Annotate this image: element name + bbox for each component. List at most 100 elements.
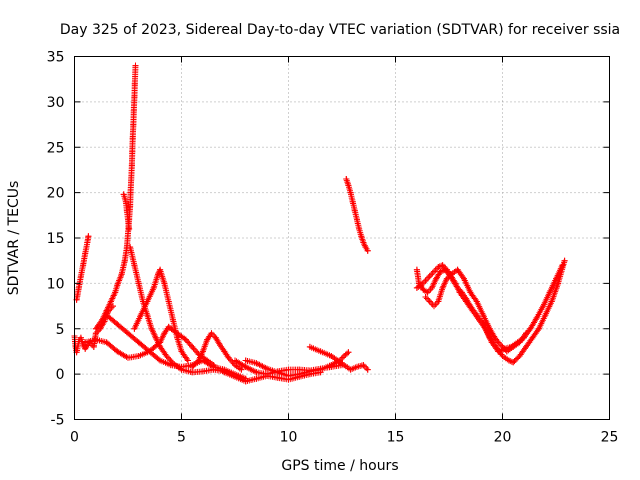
data-point-mid-hump xyxy=(328,362,335,369)
data-point-rise-to-peak xyxy=(107,298,114,305)
data-point-base-cluster xyxy=(75,338,82,345)
data-point-evening-wave-b xyxy=(540,303,547,310)
data-point-falloff-b xyxy=(135,339,142,346)
data-point-evening-wave-a xyxy=(413,266,420,273)
data-point-mid-trough xyxy=(285,366,292,373)
data-point-evening-wave-a xyxy=(437,268,444,275)
grid-layer xyxy=(74,56,610,420)
data-point-mid-hump xyxy=(341,353,348,359)
data-point-early-rise xyxy=(84,239,91,246)
y-tick-label: 10 xyxy=(47,276,65,292)
data-point-mid-dip xyxy=(274,374,281,381)
data-point-evening-loop xyxy=(480,312,487,319)
data-point-early-rise xyxy=(85,233,92,240)
data-point-hump-6h xyxy=(204,336,211,343)
data-point-rise-to-peak xyxy=(127,203,134,210)
data-point-evening-loop xyxy=(454,266,461,273)
data-point-falloff-c xyxy=(135,353,142,359)
x-tick-label: 20 xyxy=(494,430,512,446)
data-point-evening-wave-b xyxy=(413,284,420,291)
data-point-hump-6h xyxy=(217,342,223,349)
data-point-evening-loop xyxy=(473,298,480,305)
data-point-falloff-c xyxy=(125,354,131,361)
data-point-early-rise xyxy=(82,250,89,257)
data-point-rise-to-peak xyxy=(125,230,131,237)
data-point-evening-wave-a xyxy=(486,334,493,341)
data-point-falloff-c xyxy=(165,323,172,330)
data-point-mid-trough xyxy=(232,357,238,364)
data-point-mid-dip xyxy=(296,373,303,380)
y-tick-label: -5 xyxy=(51,413,65,429)
data-point-evening-wave-a xyxy=(555,280,562,287)
data-point-falloff-a xyxy=(131,262,138,269)
data-point-evening-loop xyxy=(503,348,510,355)
data-point-rise-to-peak xyxy=(114,282,121,289)
data-point-evening-wave-b xyxy=(546,289,553,296)
data-point-mid-dip xyxy=(221,369,228,376)
data-point-mid-trough xyxy=(253,369,260,376)
y-tick-label: 30 xyxy=(47,95,65,111)
data-point-evening-wave-b xyxy=(476,316,482,323)
data-point-mid-hump xyxy=(345,349,352,356)
data-point-falloff-a xyxy=(189,369,196,376)
data-point-evening-wave-a xyxy=(433,275,440,282)
data-point-evening-loop xyxy=(461,275,467,282)
data-point-midday-arc xyxy=(351,207,358,214)
data-point-falloff-b xyxy=(167,362,174,369)
data-point-rise-to-peak xyxy=(130,107,137,114)
data-point-arch-4h xyxy=(165,298,172,305)
data-point-mid-dip xyxy=(306,371,313,378)
data-point-midday-arc xyxy=(356,225,363,232)
data-point-falloff-c xyxy=(103,339,110,346)
data-point-mid-hump xyxy=(253,360,260,367)
y-axis-label: SDTVAR / TECUs xyxy=(6,181,22,296)
y-tick-label: 15 xyxy=(47,231,65,247)
data-layer xyxy=(71,62,568,385)
data-point-evening-loop xyxy=(435,298,442,305)
data-point-falloff-a xyxy=(127,244,134,251)
data-point-falloff-b xyxy=(114,321,121,328)
data-point-base-cluster xyxy=(90,343,97,350)
data-point-falloff-a xyxy=(148,325,155,332)
data-point-falloff-b xyxy=(178,363,185,370)
axis-layer: 0 5 10 15 20 25 -5 0 5 10 15 20 25 30 35 xyxy=(47,50,619,446)
data-point-evening-loop xyxy=(443,275,450,282)
data-point-mid-dip xyxy=(253,375,260,382)
data-point-evening-wave-a xyxy=(428,284,435,291)
data-point-evening-wave-a xyxy=(523,343,529,350)
data-point-falloff-c xyxy=(146,348,153,355)
data-point-evening-wave-a xyxy=(499,353,506,359)
data-point-midday-arc xyxy=(354,216,360,223)
data-point-mid-dip xyxy=(264,372,271,379)
data-point-falloff-a xyxy=(144,312,151,319)
data-point-evening-wave-b xyxy=(469,307,476,314)
data-point-base-cluster xyxy=(77,334,84,341)
data-point-late-tail xyxy=(328,353,335,359)
data-point-evening-wave-a xyxy=(510,359,517,366)
data-point-hump-6h xyxy=(225,354,232,361)
data-point-evening-loop xyxy=(493,336,500,343)
data-point-rise-to-peak xyxy=(92,325,99,332)
data-point-arch-4h xyxy=(155,271,161,278)
data-point-early-rise xyxy=(77,273,84,280)
data-point-evening-wave-a xyxy=(420,286,427,293)
data-point-midday-arc xyxy=(343,176,350,182)
data-point-midday-arc xyxy=(364,247,371,254)
data-point-falloff-c xyxy=(204,357,211,364)
data-point-late-tail xyxy=(306,343,313,350)
data-point-falloff-b xyxy=(125,330,131,337)
data-point-peak-side xyxy=(125,216,131,223)
data-point-peak-side xyxy=(123,207,130,214)
data-point-mid-dip xyxy=(317,369,324,376)
data-point-evening-wave-a xyxy=(493,343,500,350)
data-point-rise-to-peak xyxy=(132,62,139,69)
y-tick-label: 35 xyxy=(47,50,65,66)
data-point-evening-wave-b xyxy=(418,282,425,289)
data-point-evening-wave-a xyxy=(480,321,487,328)
data-point-evening-wave-a xyxy=(473,312,480,319)
data-point-evening-loop xyxy=(510,343,517,350)
data-point-rise-to-peak xyxy=(127,189,134,196)
data-point-evening-loop xyxy=(431,303,437,310)
data-point-rise-to-peak xyxy=(128,176,135,182)
data-point-mid-dip xyxy=(285,376,292,383)
